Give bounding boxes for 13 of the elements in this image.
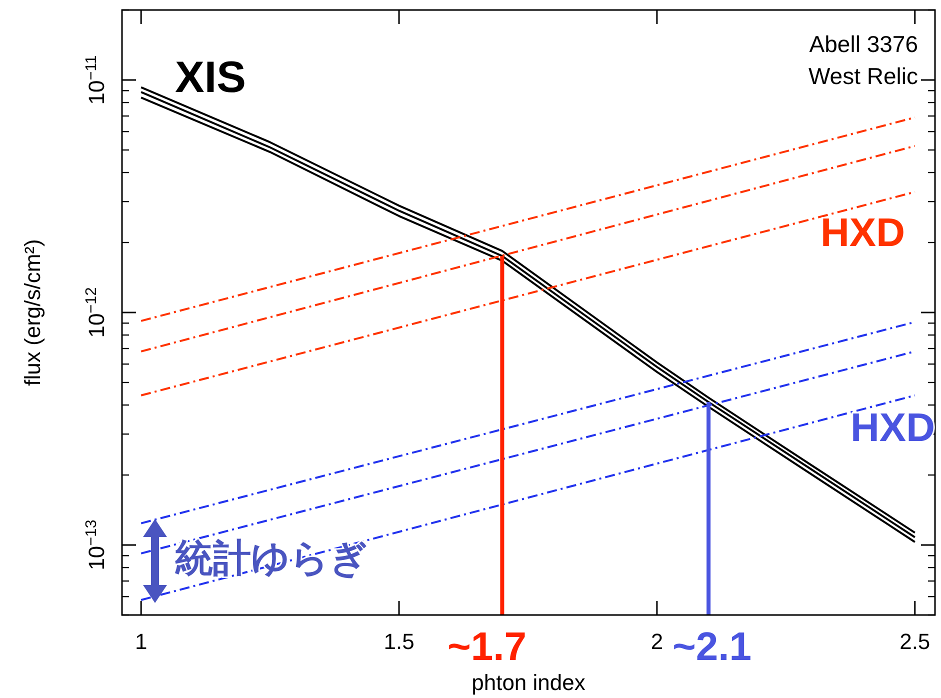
x-tick-label: 1.5 — [384, 629, 414, 654]
annotation: HXD — [820, 211, 905, 255]
annotation: West Relic — [808, 63, 918, 89]
x-tick-label: 2 — [650, 629, 664, 654]
x-tick-label: 2.5 — [900, 629, 930, 654]
annotation: HXD — [850, 406, 935, 450]
y-axis-title: flux (erg/s/cm²) — [20, 239, 45, 386]
x-tick-label: 1 — [134, 629, 148, 654]
text: ~1.7 — [448, 625, 526, 669]
text: ~2.1 — [672, 625, 752, 669]
annotation: XIS — [175, 53, 246, 102]
annotation: Abell 3376 — [809, 31, 918, 57]
x-axis-title: phton index — [472, 670, 586, 695]
